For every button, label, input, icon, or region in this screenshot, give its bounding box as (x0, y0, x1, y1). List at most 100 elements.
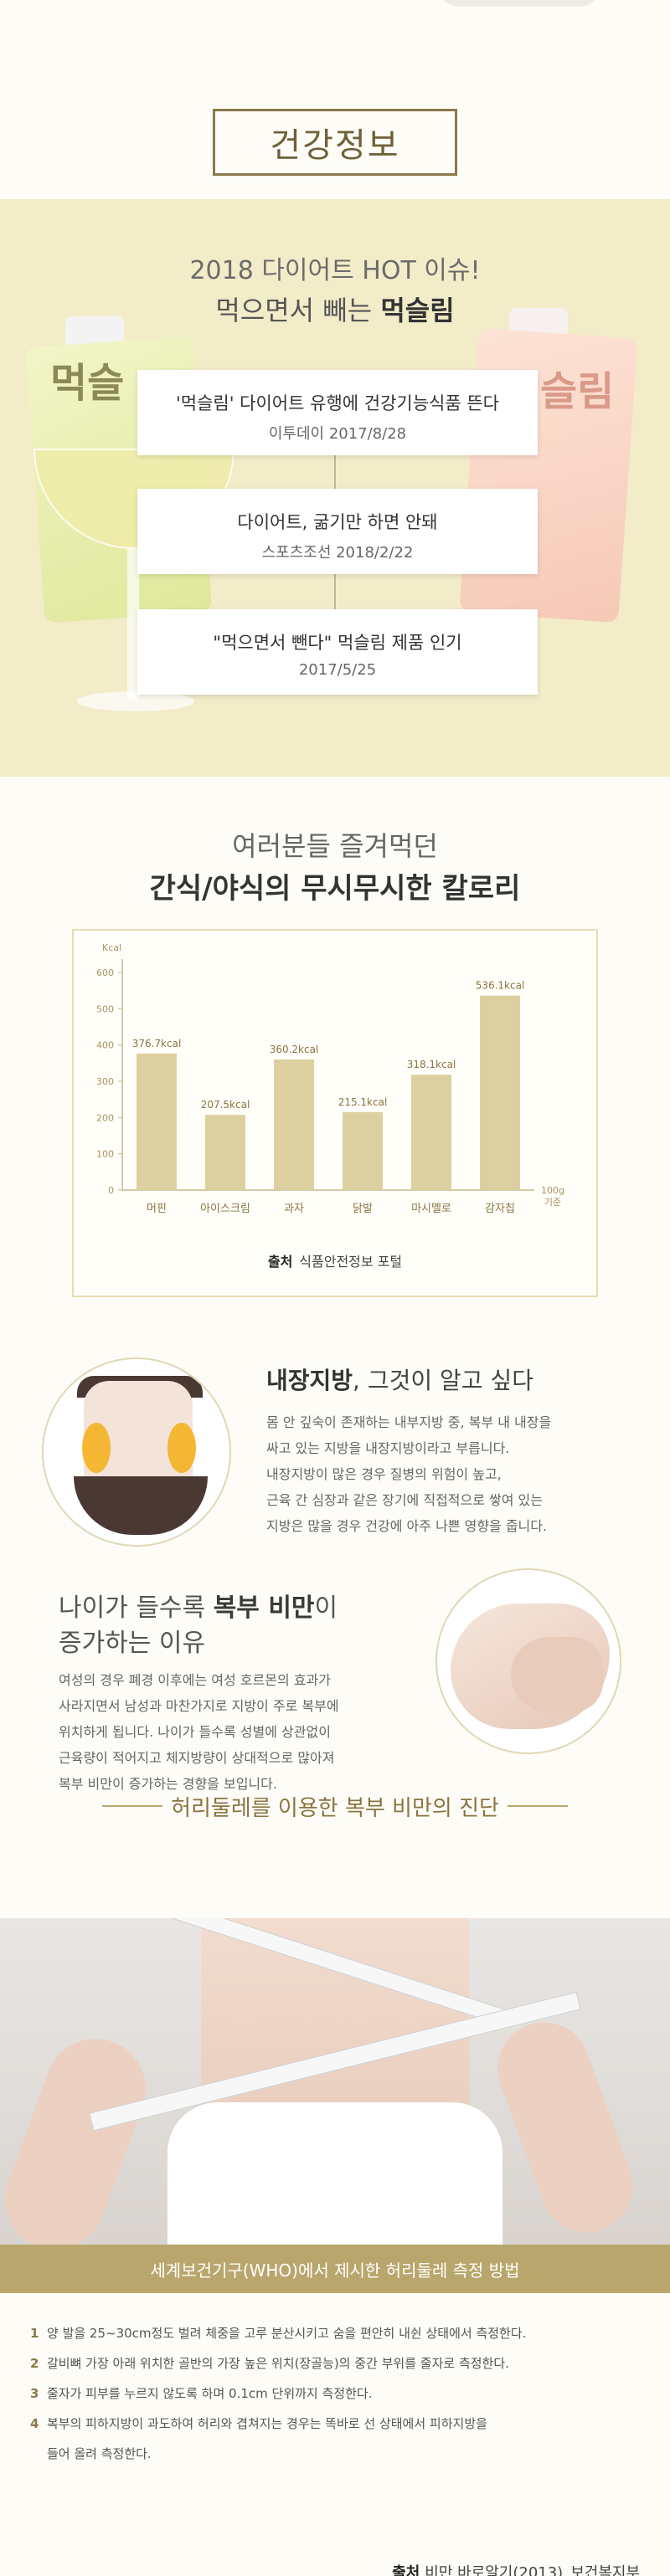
rule-text: 양 발을 25~30cm정도 벌려 체중을 고루 분산시키고 숨을 편안히 내쉰… (47, 2326, 527, 2341)
age-line: 여성의 경우 폐경 이후에는 여성 호르몬의 효과가 (59, 1672, 331, 1688)
pouch-left-label: 먹슬 (50, 360, 125, 407)
news-source: 이투데이 2017/8/28 (268, 425, 407, 443)
age-title-line1: 나이가 들수록 복부 비만이 (59, 1587, 338, 1624)
calories-heading-line1: 여러분들 즐겨먹던 (232, 830, 438, 862)
hand-shape (511, 1637, 603, 1712)
heading-rule-left (102, 1805, 162, 1807)
age-line: 근육량이 적어지고 체지방량이 상대적으로 많아져 (59, 1750, 335, 1766)
y-tick-label: 100 (96, 1149, 114, 1160)
news-headline: '먹슬림' 다이어트 유행에 건강기능식품 뜬다 (175, 393, 499, 413)
calorie-chart: Kcal 0 100 200 300 400 500 600 376.7kcal 머핀 207.5k… (72, 929, 598, 1297)
diet-issue-section: 2018 다이어트 HOT 이슈! 먹으면서 빼는 먹슬림 먹슬 슬림 '먹슬림… (0, 199, 670, 777)
glass-stem (127, 549, 139, 700)
age-title-prefix: 나이가 들수록 (59, 1593, 214, 1623)
x-axis-note: 100g (541, 1185, 564, 1196)
calorie-chart-svg: Kcal 0 100 200 300 400 500 600 376.7kcal 머핀 207.5k… (96, 942, 564, 1215)
age-line: 복부 비만이 증가하는 경향을 보입니다. (59, 1776, 277, 1792)
news-headline: 다이어트, 굶기만 하면 안돼 (237, 512, 438, 532)
bar-value-label: 215.1kcal (338, 1096, 388, 1108)
belly-photo (436, 1568, 621, 1754)
x-tick-label: 마시멜로 (411, 1203, 451, 1215)
y-tick-label: 400 (96, 1040, 114, 1051)
x-tick-label: 아이스크림 (200, 1203, 250, 1215)
visceral-line: 근육 간 심장과 같은 장기에 직접적으로 쌓여 있는 (266, 1492, 544, 1508)
news-source: 2017/5/25 (298, 661, 377, 679)
x-tick-label: 감자칩 (485, 1203, 515, 1215)
bar (274, 1059, 314, 1190)
diet-heading-line2: 먹으면서 빼는 먹슬림 (0, 290, 670, 328)
rule-item: 2 갈비뼈 가장 아래 위치한 골반의 가장 높은 위치(장골능)의 중간 부위… (30, 2348, 642, 2378)
brief-shape (74, 1476, 208, 1535)
x-tick-label: 과자 (284, 1203, 304, 1215)
bar-value-label: 536.1kcal (476, 980, 525, 992)
y-axis-unit: Kcal (102, 942, 121, 953)
y-tick-label: 500 (96, 1003, 114, 1014)
bar-value-label: 318.1kcal (407, 1059, 456, 1070)
rule-continuation: 들어 올려 측정한다. (47, 2446, 152, 2461)
x-axis-note: 기준 (544, 1197, 561, 1208)
bar-value-label: 360.2kcal (270, 1044, 319, 1055)
age-title-suffix: 이 (314, 1593, 338, 1623)
who-banner-text: 세계보건기구(WHO)에서 제시한 허리둘레 측정 방법 (150, 2260, 520, 2281)
chart-source-label: 출처 (267, 1254, 293, 1270)
news-card: 다이어트, 굶기만 하면 안돼 스포츠조선 2018/2/22 (137, 489, 538, 574)
waist-heading: 허리둘레를 이용한 복부 비만의 진단 (0, 1783, 670, 1828)
age-title-bold: 복부 비만 (213, 1593, 315, 1623)
y-tick-label: 200 (96, 1112, 114, 1123)
fat-info-section: 내장지방, 그것이 알고 싶다 몸 안 깊숙이 존재하는 내부지방 중, 복부 … (0, 1329, 670, 1792)
bar (205, 1115, 245, 1190)
calories-heading-line2: 간식/야식의 무시무시한 칼로리 (149, 872, 521, 906)
y-tick-label: 0 (108, 1185, 114, 1196)
rule-number: 3 (30, 2386, 39, 2401)
page-source: 출처 비만 바로알기(2013)_보건복지부 (392, 2561, 640, 2576)
x-tick-label: 머핀 (147, 1203, 167, 1215)
bar-value-label: 207.5kcal (201, 1099, 250, 1111)
fat-left-shape (82, 1423, 111, 1473)
header-section: 건강정보 (0, 0, 670, 199)
diet-heading-prefix: 먹으면서 빼는 (215, 295, 381, 326)
age-line: 위치하게 됩니다. 나이가 들수록 성별에 상관없이 (59, 1724, 331, 1740)
diet-heading-bold: 먹슬림 (380, 295, 455, 326)
pouch-right-label: 슬림 (540, 368, 615, 415)
rule-item: 4 복부의 피하지방이 과도하여 허리와 겹쳐지는 경우는 똑바로 선 상태에서… (30, 2409, 642, 2439)
page-title: 건강정보 (270, 126, 400, 165)
x-tick-label: 닭발 (353, 1203, 373, 1215)
visceral-line: 몸 안 깊숙이 존재하는 내부지방 중, 복부 내 내장을 (266, 1414, 552, 1430)
waist-measure-photo (0, 1918, 670, 2245)
visceral-text: 몸 안 깊숙이 존재하는 내부지방 중, 복부 내 내장을 싸고 있는 지방을 … (266, 1409, 601, 1539)
news-source: 스포츠조선 2018/2/22 (261, 544, 414, 562)
rule-text: 복부의 피하지방이 과도하여 허리와 겹쳐지는 경우는 똑바로 선 상태에서 피… (47, 2416, 487, 2431)
y-tick-label: 300 (96, 1076, 114, 1087)
measure-rules: 1 양 발을 25~30cm정도 벌려 체중을 고루 분산시키고 숨을 편안히 … (30, 2318, 642, 2469)
y-tick-label: 600 (96, 967, 114, 978)
bar (343, 1111, 383, 1190)
visceral-line: 내장지방이 많은 경우 질병의 위험이 높고, (266, 1466, 502, 1482)
visceral-line: 지방은 많을 경우 건강에 아주 나쁜 영향을 줍니다. (266, 1518, 548, 1534)
glass-base (77, 691, 194, 711)
age-line: 사라지면서 남성과 마찬가지로 지방이 주로 복부에 (59, 1698, 339, 1714)
who-banner: 세계보건기구(WHO)에서 제시한 허리둘레 측정 방법 (0, 2245, 670, 2293)
waist-heading-text: 허리둘레를 이용한 복부 비만의 진단 (171, 1796, 499, 1821)
page-source-label: 출처 (392, 2564, 420, 2576)
rule-number: 2 (30, 2356, 39, 2371)
diet-heading-line1: 2018 다이어트 HOT 이슈! (189, 256, 481, 285)
header-decoration (436, 0, 603, 7)
visceral-title: 내장지방, 그것이 알고 싶다 (266, 1362, 533, 1396)
rule-number: 4 (30, 2416, 39, 2431)
visceral-line: 싸고 있는 지방을 내장지방이라고 부릅니다. (266, 1440, 510, 1456)
arm-right-shape (484, 2009, 647, 2245)
pants-shape (168, 2102, 502, 2245)
calories-section: 여러분들 즐겨먹던 간식/야식의 무시무시한 칼로리 Kcal 0 100 200 30… (0, 777, 670, 1329)
news-headline: "먹으면서 뺀다" 먹슬림 제품 인기 (213, 633, 462, 653)
arm-left-shape (0, 2024, 160, 2245)
visceral-title-bold: 내장지방 (266, 1367, 353, 1394)
bar (480, 995, 520, 1190)
bar-value-label: 376.7kcal (132, 1038, 182, 1049)
heading-rule-right (508, 1805, 568, 1807)
rule-item: 1 양 발을 25~30cm정도 벌려 체중을 고루 분산시키고 숨을 편안히 … (30, 2318, 642, 2348)
age-title-line2: 증가하는 이유 (59, 1629, 206, 1658)
chart-source-text: 식품안전정보 포털 (299, 1254, 403, 1270)
news-card: "먹으면서 뺀다" 먹슬림 제품 인기 2017/5/25 (137, 609, 538, 695)
rule-text: 갈비뼈 가장 아래 위치한 골반의 가장 높은 위치(장골능)의 중간 부위를 … (47, 2356, 509, 2371)
